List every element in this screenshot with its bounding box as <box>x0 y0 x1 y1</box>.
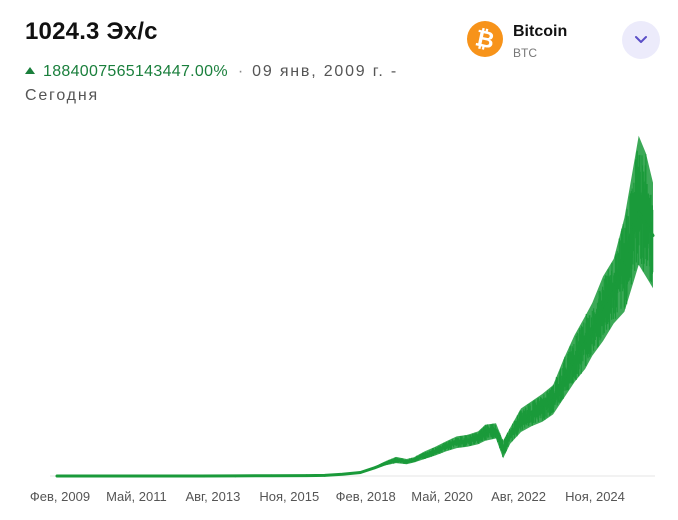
chevron-down-icon <box>635 36 647 43</box>
chart-svg: Фев, 2009 Май, 2011 Авг, 2013 Ноя, 2015 Фев,… <box>30 135 655 504</box>
bitcoin-logo-icon: ₿ <box>467 21 503 57</box>
hashrate-point <box>530 411 533 415</box>
x-tick-label: Фев, 2009 <box>30 489 90 504</box>
hashrate-point <box>484 430 487 434</box>
hashrate-point <box>630 228 633 231</box>
separator: · <box>237 63 244 80</box>
coin-dropdown-button[interactable] <box>622 21 660 59</box>
hashrate-point <box>434 449 437 453</box>
x-tick-label: Авг, 2022 <box>491 489 546 504</box>
hashrate-point <box>269 474 273 478</box>
x-tick-label: Май, 2011 <box>106 489 167 504</box>
hashrate-point <box>405 460 409 464</box>
hashrate-point <box>494 429 498 432</box>
x-axis-ticks: Фев, 2009 Май, 2011 Авг, 2013 Ноя, 2015 Фев,… <box>30 489 625 504</box>
hashrate-point <box>55 474 59 478</box>
hashrate-point <box>423 454 426 457</box>
hashrate-point <box>591 328 594 331</box>
hashrate-point <box>234 474 237 478</box>
hashrate-point <box>476 436 480 440</box>
hashrate-point <box>501 448 505 451</box>
coin-ticker: BTC <box>513 46 537 60</box>
hashrate-point <box>583 341 587 344</box>
hashrate-chart[interactable]: Фев, 2009 Май, 2011 Авг, 2013 Ноя, 2015 Фев,… <box>0 110 678 515</box>
hashrate-point <box>637 210 640 214</box>
x-tick-label: Май, 2020 <box>411 489 473 504</box>
hashrate-point <box>612 289 615 293</box>
coin-selector[interactable]: ₿ Bitcoin BTC <box>466 20 606 64</box>
hashrate-point <box>541 405 544 409</box>
hashrate-point <box>412 458 416 462</box>
header: 1024.3 Эх/с 1884007565143447.00% · 09 янв,… <box>0 0 678 110</box>
hashrate-point <box>519 419 523 422</box>
hashrate-point <box>341 472 344 476</box>
hashrate-point <box>651 234 655 237</box>
hashrate-point <box>198 474 202 478</box>
hashrate-point <box>394 458 398 462</box>
series-layer <box>55 135 655 478</box>
hashrate-point <box>455 441 459 444</box>
hashrate-point <box>644 222 648 225</box>
hashrate-point <box>562 377 566 381</box>
hashrate-daily-spikes <box>324 150 654 476</box>
hashrate-point <box>508 433 512 437</box>
hashrate-point <box>384 462 387 466</box>
hashrate-value: 1024.3 Эх/с <box>25 18 158 45</box>
hashrate-point <box>127 474 130 478</box>
hashrate-point <box>91 474 94 478</box>
date-range: 09 янв, 2009 г. - Сегодня <box>25 63 399 104</box>
hashrate-point <box>162 474 166 478</box>
hashrate-point <box>373 466 376 470</box>
hashrate-point <box>601 304 605 308</box>
svg-text:₿: ₿ <box>473 24 497 53</box>
hashrate-point <box>573 357 576 360</box>
x-tick-label: Фев, 2018 <box>336 489 396 504</box>
hashrate-line <box>55 210 655 478</box>
hashrate-point <box>466 439 469 443</box>
x-tick-label: Ноя, 2024 <box>565 489 625 504</box>
coin-name: Bitcoin <box>513 23 568 40</box>
change-percent: 1884007565143447.00% <box>43 63 228 80</box>
x-tick-label: Ноя, 2015 <box>259 489 319 504</box>
hashrate-point <box>323 474 327 477</box>
hashrate-point <box>551 398 555 402</box>
hashrate-point <box>623 263 626 267</box>
hashrate-point <box>305 474 309 477</box>
change-summary: 1884007565143447.00% · 09 янв, 2009 г. - С… <box>25 60 465 108</box>
hashrate-point <box>444 445 448 449</box>
hashrate-point <box>359 471 362 474</box>
x-tick-label: Авг, 2013 <box>185 489 240 504</box>
hashrate-range-band <box>57 135 653 476</box>
up-arrow-icon <box>25 67 35 74</box>
